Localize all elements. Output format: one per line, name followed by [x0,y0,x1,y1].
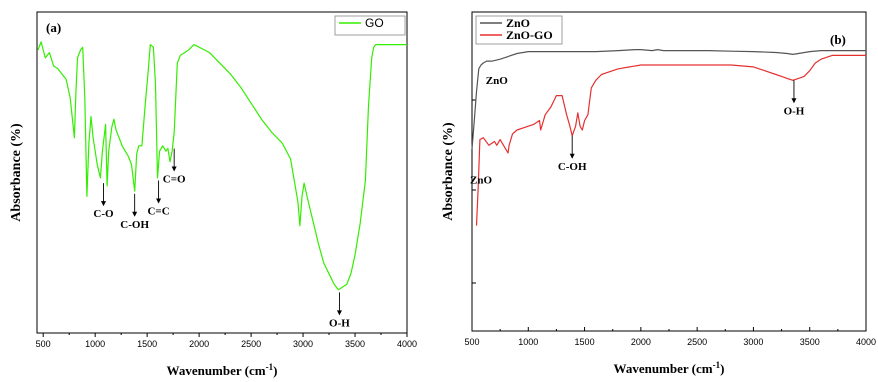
legend-box [334,15,406,36]
annotation-label: C=C [147,205,169,217]
legend-entry: ZnO-GO [506,28,553,42]
x-tick-label: 4000 [856,337,876,347]
panel-label: (a) [46,20,61,35]
series-line-zno-go [475,54,866,226]
x-tick-label: 2500 [687,337,707,347]
annotation-label: ZnO [470,175,492,187]
annotation-label: C-OH [120,219,149,231]
x-tick-label: 3000 [743,337,763,347]
arrow-head [569,153,575,159]
x-tick-label: 1000 [85,339,105,349]
y-axis-label: Absorbance (%) [441,122,456,221]
arrow-head [100,201,106,207]
x-tick-label: 3500 [800,337,820,347]
panel-label: (b) [830,32,846,47]
plot-frame [36,11,408,334]
annotation-label: O-H [784,105,805,117]
annotation-label: C=O [163,173,186,185]
arrow-head [336,310,342,316]
arrow-head [156,198,162,204]
arrow-head [171,166,177,172]
x-tick-label: 1000 [518,337,538,347]
arrow-head [791,98,797,104]
annotation-label: C-O [93,208,114,220]
legend-box [475,15,563,45]
x-tick-label: 2500 [241,339,261,349]
x-tick-label: 3500 [345,339,365,349]
x-axis-label: Wavenumber (cm-1) [167,362,278,378]
x-tick-label: 2000 [631,337,651,347]
y-axis-label: Absorbance (%) [9,123,24,222]
chart-panel-a: 500 1000 1500 2000 2500 3000 3500 4000 Wavenumbe… [9,11,417,378]
annotation-label: O-H [329,317,350,329]
x-tick-label: 1500 [137,339,157,349]
plot-frame [471,11,867,332]
x-tick-label: 3000 [293,339,313,349]
arrow-head [132,211,138,217]
x-axis-label: Wavenumber (cm-1) [614,360,725,376]
series-line-zno [471,48,866,150]
x-tick-label: 2000 [189,339,209,349]
legend-entry: GO [365,16,384,30]
x-tick-label: 4000 [397,339,417,349]
x-tick-label: 1500 [575,337,595,347]
x-tick-label: 500 [464,337,479,347]
chart-panel-b: 500 1000 1500 2000 2500 3000 3500 4000 Wavenumbe… [441,11,876,376]
annotation-label: C-OH [558,161,587,173]
x-tick-label: 500 [36,339,51,349]
legend-entry: ZnO [506,16,530,30]
series-line-go [37,41,407,291]
annotation-label: ZnO [486,75,508,87]
